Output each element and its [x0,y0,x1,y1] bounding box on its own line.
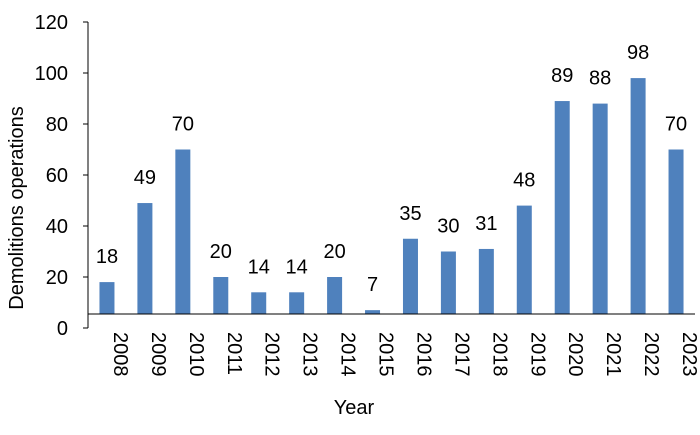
x-tick-label: 2022 [640,332,662,377]
bar [554,101,570,314]
data-label: 49 [134,167,156,189]
data-label: 48 [513,170,535,192]
bar [440,251,456,314]
data-label: 88 [589,68,611,90]
bar [668,149,684,314]
y-axis-ticks: 0 20 40 60 80 100 120 [35,12,88,340]
data-label: 20 [323,241,345,263]
bar [175,149,191,314]
y-tick-label: 100 [35,63,68,85]
y-tick-label: 120 [35,12,68,34]
y-tick-label: 40 [46,216,68,238]
x-axis-title: Year [334,397,375,419]
data-label: 20 [210,241,232,263]
x-tick-label: 2017 [450,332,472,377]
y-axis-title: Demolitions operations [6,106,28,309]
x-tick-label: 2011 [223,332,245,375]
bar [478,248,494,314]
bar [365,310,381,314]
x-tick-label: 2021 [602,332,624,377]
data-label: 7 [367,274,378,296]
data-label: 70 [172,114,194,136]
x-tick-label: 2012 [261,332,283,377]
x-tick-label: 2014 [337,332,359,377]
bar [251,292,267,314]
data-label: 18 [96,246,118,268]
bar [289,292,305,314]
y-tick-label: 0 [57,318,68,340]
data-label: 35 [399,203,421,225]
y-tick-label: 60 [46,165,68,187]
data-labels: 18 49 70 20 14 14 20 7 35 30 31 48 89 88 98 70 [96,42,687,296]
x-tick-label: 2023 [678,332,700,377]
bars [99,78,684,314]
x-tick-label: 2018 [488,332,510,377]
y-tick-label: 20 [46,267,68,289]
bar [137,203,153,314]
bar [213,277,229,314]
y-tick-label: 80 [46,114,68,136]
data-label: 14 [286,256,308,278]
data-label: 89 [551,65,573,87]
data-label: 14 [248,256,270,278]
x-tick-label: 2019 [526,332,548,377]
x-tick-label: 2015 [375,332,397,377]
bar [630,78,646,314]
data-label: 31 [475,213,497,235]
bar [592,103,608,314]
x-tick-label: 2010 [185,332,207,377]
bar [402,238,418,314]
x-tick-label: 2020 [564,332,586,377]
x-tick-label: 2016 [412,332,434,377]
data-label: 98 [627,42,649,64]
x-axis-ticks: 2008 2009 2010 2011 2012 2013 2014 2015 2016 2017… [109,332,700,377]
x-tick-label: 2008 [109,332,131,377]
x-tick-label: 2013 [299,332,321,377]
bar [99,282,115,314]
data-label: 70 [665,114,687,136]
bar [327,277,343,314]
data-label: 30 [437,216,459,238]
bar [516,205,532,314]
x-tick-label: 2009 [147,332,169,377]
